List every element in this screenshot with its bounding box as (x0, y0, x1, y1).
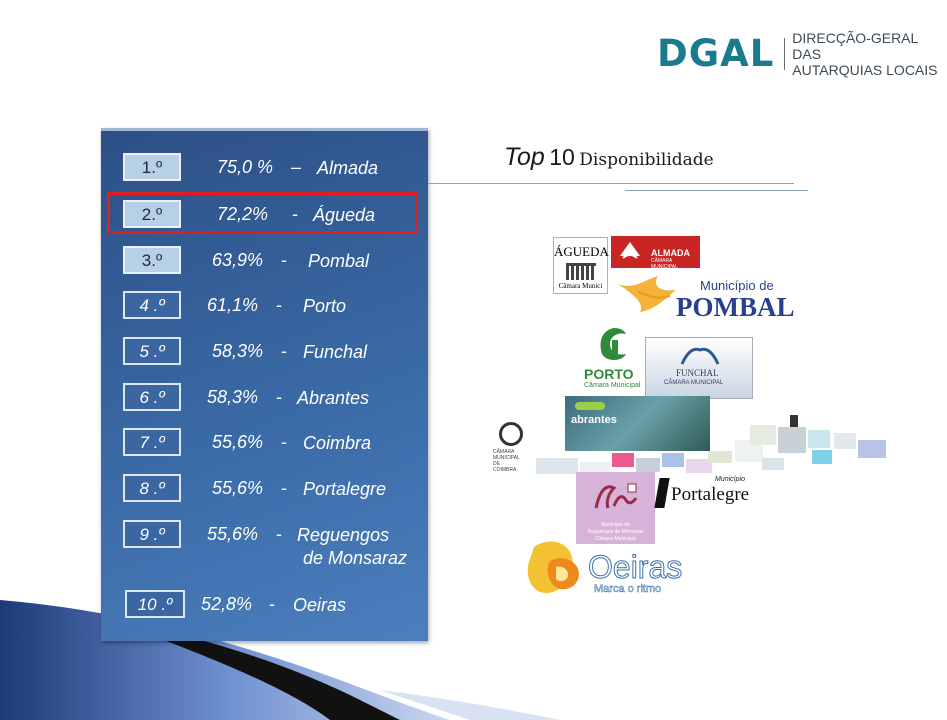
brand-line-1: DIRECÇÃO-GERAL DAS (792, 30, 918, 62)
oeiras-title: Oeiras (587, 549, 683, 586)
oeiras-logo: Oeiras Marca o ritmo (524, 533, 694, 603)
rank-separator: - (281, 341, 287, 361)
coimbra-l1: CÂMARA (493, 449, 515, 455)
abrantes-emblem-icon (575, 402, 605, 410)
rank-municipality: Porto (303, 296, 347, 316)
funchal-emblem-icon (680, 347, 720, 365)
coimbra-emblem-icon (499, 422, 523, 446)
rank-municipality: Portalegre (303, 479, 387, 499)
brand-line-2: AUTARQUIAS LOCAIS (792, 62, 938, 78)
rank-municipality: Pombal (308, 251, 370, 271)
almada-logo: ALMADA CÂMARA MUNICIPAL (611, 236, 700, 270)
rank-percentage: 58,3% (207, 387, 259, 407)
title-top: Top (504, 143, 545, 171)
funchal-title: FUNCHAL (676, 368, 719, 378)
rank-municipality: Águeda (313, 205, 376, 225)
portalegre-emblem-icon (654, 478, 670, 508)
porto-sub: Câmara Municipal (584, 382, 641, 389)
rank-separator: - (281, 478, 287, 498)
almada-sub: CÂMARA MUNICIPAL (651, 258, 678, 270)
rank-badge: 6 .º (123, 383, 181, 411)
coimbra-l4: COIMBRA (493, 467, 517, 473)
title-rule-short (625, 190, 808, 191)
pombal-main: POMBAL (676, 292, 795, 322)
rank-percentage: 58,3% (212, 341, 264, 361)
rank-badge: 7 .º (123, 428, 181, 456)
rank-separator: - (276, 524, 282, 544)
rank-badge: 3.º (123, 246, 181, 274)
rank-separator: - (276, 295, 282, 315)
brand-mark: DGAL (657, 32, 775, 75)
agueda-title: ÁGUEDA (554, 244, 609, 259)
pombal-logo: Município de POMBAL (614, 270, 795, 326)
bird-icon (618, 276, 676, 312)
rank-percentage: 75,0 % (217, 157, 274, 177)
coimbra-logo: CÂMARA MUNICIPAL DE COIMBRA (493, 422, 535, 482)
reguengos-emblem-icon (594, 483, 638, 509)
rank-municipality-line-2: de Monsaraz (303, 548, 408, 568)
rank-badge: 5 .º (123, 337, 181, 365)
porto-emblem-icon (600, 328, 626, 360)
rank-badge: 2.º (123, 200, 181, 228)
rank-badge: 10 .º (125, 590, 185, 618)
building-icon (565, 263, 596, 280)
brand-divider (784, 38, 786, 70)
dgal-brand-logo: DGAL DIRECÇÃO-GERAL DAS AUTARQUIAS LOCAI… (657, 30, 947, 78)
title-number: 10 (549, 144, 575, 170)
reguengos-l2: Reguengos de Monsaraz (587, 529, 644, 535)
rank-percentage: 52,8% (201, 594, 253, 614)
rank-badge: 1.º (123, 153, 181, 181)
rank-percentage: 55,6% (212, 432, 264, 452)
reguengos-l1: Município de (601, 522, 630, 528)
rank-badge: 8 .º (123, 474, 181, 502)
almada-emblem-icon (619, 240, 641, 260)
coimbra-l3: DE (493, 461, 500, 467)
oeiras-sub: Marca o ritmo (594, 583, 662, 596)
rank-municipality: Reguengos (297, 525, 390, 545)
rank-separator: - (276, 387, 282, 407)
pombal-top: Município de (700, 278, 774, 293)
abrantes-title: abrantes (571, 414, 617, 426)
coimbra-l2: MUNICIPAL (493, 455, 520, 461)
rank-separator: - (281, 250, 287, 270)
title-rule (428, 183, 794, 184)
almada-title: ALMADA (651, 248, 690, 258)
rank-municipality: Funchal (303, 342, 368, 362)
portalegre-main: Portalegre (671, 484, 750, 505)
porto-logo: PORTO Câmara Municipal (580, 322, 648, 394)
rank-separator: - (281, 432, 287, 452)
rank-percentage: 61,1% (207, 295, 259, 315)
rank-municipality: Oeiras (293, 595, 347, 615)
rank-separator: – (291, 157, 302, 177)
reguengos-l3: Câmara Municipal (595, 536, 636, 542)
title-text: Disponibilidade (579, 150, 714, 170)
porto-title: PORTO (584, 366, 634, 382)
rank-separator: - (292, 204, 298, 224)
slide-title: Top 10 Disponibilidade (504, 143, 714, 172)
rank-percentage: 55,6% (212, 478, 264, 498)
highlight-frame (107, 192, 418, 234)
portalegre-top: Município (715, 476, 745, 483)
rank-percentage: 63,9% (212, 250, 264, 270)
abrantes-logo: abrantes (565, 396, 710, 451)
oeiras-emblem-icon (527, 541, 579, 593)
portalegre-logo: Município Portalegre (654, 474, 750, 516)
reguengos-logo: Município de Reguengos de Monsaraz Câmar… (576, 472, 655, 544)
rank-percentage: 55,6% (207, 524, 259, 544)
funchal-logo: FUNCHAL CÂMARA MUNICIPAL (645, 337, 753, 399)
rank-municipality: Abrantes (297, 388, 370, 408)
brand-text: DIRECÇÃO-GERAL DAS AUTARQUIAS LOCAIS (792, 30, 947, 78)
rank-badge: 4 .º (123, 291, 181, 319)
rank-municipality: Coimbra (303, 433, 372, 453)
ranking-panel: 1.º 75,0 % – Almada 2.º 72,2% - Águeda 3… (101, 128, 428, 641)
rank-municipality: Almada (317, 158, 379, 178)
agueda-sub: Câmara Munici (558, 282, 603, 290)
rank-badge: 9 .º (123, 520, 181, 548)
agueda-logo: ÁGUEDA Câmara Munici (553, 237, 609, 294)
rank-separator: - (269, 594, 275, 614)
rank-percentage: 72,2% (217, 204, 269, 224)
funchal-sub: CÂMARA MUNICIPAL (664, 380, 724, 386)
